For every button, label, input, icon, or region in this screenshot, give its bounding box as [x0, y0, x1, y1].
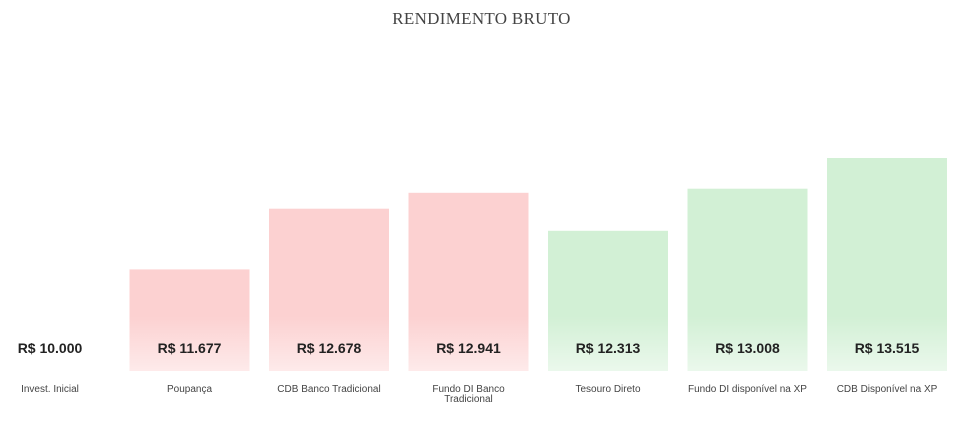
bar-value-label: R$ 13.008	[715, 340, 780, 356]
bar-value-label: R$ 12.313	[576, 340, 641, 356]
x-tick-label: Fundo DI disponível na XP	[688, 384, 807, 395]
chart-title: RENDIMENTO BRUTO	[392, 9, 571, 28]
x-tick-label: Fundo DI Banco Tradicional	[432, 384, 505, 405]
x-tick-label: Poupança	[166, 384, 213, 395]
x-tick-label: Tesouro Direto	[575, 384, 641, 395]
bar-value-label: R$ 13.515	[855, 340, 920, 356]
x-tick-label: CDB Disponível na XP	[836, 384, 938, 395]
x-tick-label: CDB Banco Tradicional	[277, 384, 381, 395]
bar-base-fade	[0, 316, 963, 371]
x-tick-label: Invest. Inicial	[21, 384, 79, 395]
bar-value-label: R$ 12.941	[436, 340, 501, 356]
bar-value-label: R$ 11.677	[158, 340, 222, 356]
bar-value-label: R$ 12.678	[297, 340, 362, 356]
bar-value-label: R$ 10.000	[18, 340, 83, 356]
